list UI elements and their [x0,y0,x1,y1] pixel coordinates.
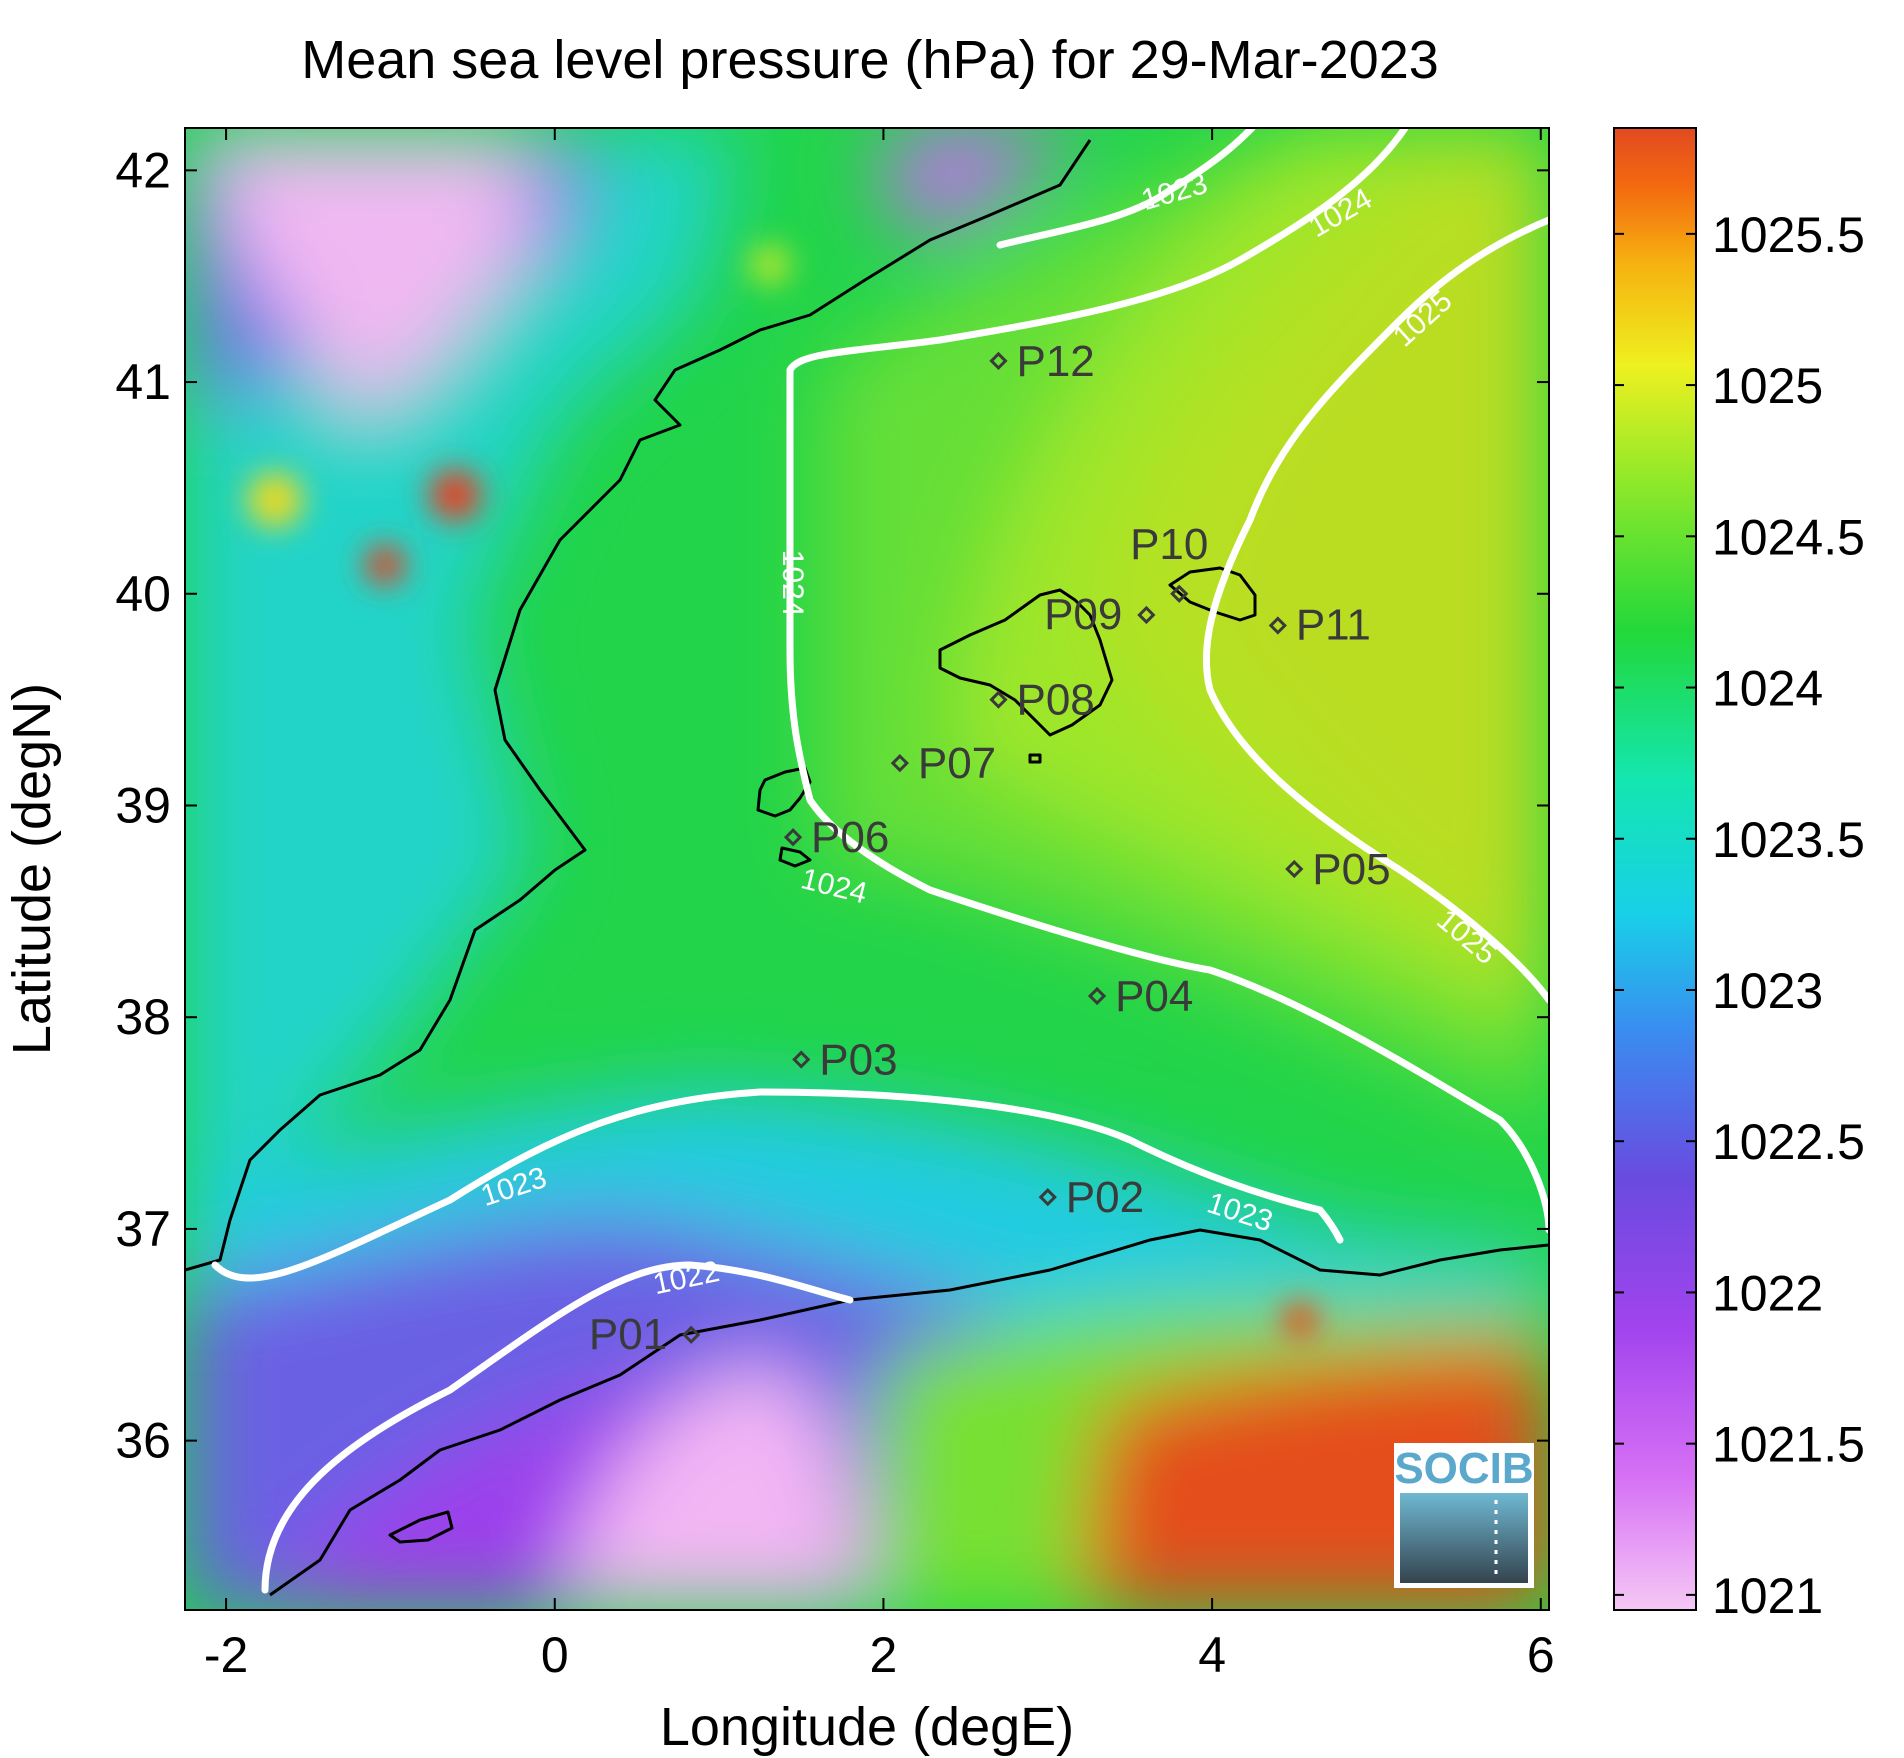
station-marker [989,351,1008,371]
coast-iberia [185,139,1092,1272]
plot-frame [184,127,1550,1611]
station-label: P05 [1312,845,1390,894]
y-axis-title: Latitude (degN) [2,683,62,1055]
station-marker [1268,616,1287,635]
colorbar-tick-label: 1024 [1712,661,1823,717]
station-marker [1285,859,1304,879]
field-spots [247,245,1318,1338]
station-label: P08 [1016,676,1094,725]
station-label: P12 [1016,337,1094,386]
station-marker [1137,605,1156,625]
socib-logo: SOCIB [1394,1443,1534,1588]
island-cabrera [1028,753,1042,764]
colorbar-tick-label: 1024.5 [1712,509,1865,565]
field-yellowgreen [820,128,1549,1120]
y-axis: 36 37 38 39 40 41 42 [115,142,1549,1469]
x-axis-title: Longitude (degE) [660,1697,1074,1757]
station-marker [890,754,909,773]
y-tick-label: 40 [115,566,171,622]
x-tick-label: -2 [204,1627,248,1683]
contour-1025 [1202,216,1549,1004]
x-axis: -2 0 2 4 6 [204,128,1555,1683]
x-tick-label: 6 [1527,1627,1555,1683]
field-spot-1 [429,469,481,521]
x-tick-label: 2 [870,1627,898,1683]
field-spot-2 [365,545,405,585]
pressure-field [185,128,1549,1610]
colorbar-ticks: 1021 1021.5 1022 1022.5 1023 1023.5 1024 1024.5… [1614,207,1865,1624]
station-marker [1087,986,1107,1006]
colorbar: 1021 1021.5 1022 1022.5 1023 1023.5 1024 1024.5… [1613,127,1865,1624]
contour-1022 [261,1261,854,1594]
y-tick-label: 39 [115,777,171,833]
contour-lines [211,128,1549,1594]
station-label: P07 [918,739,996,788]
station-label: P10 [1130,520,1208,569]
y-tick-label: 36 [115,1413,171,1469]
station-label: P04 [1115,972,1193,1021]
chart-title: Mean sea level pressure (hPa) for 29-Mar… [301,30,1439,90]
colorbar-tick-label: 1022 [1712,1265,1823,1321]
y-tick-label: 37 [115,1201,171,1257]
field-spot-4 [750,245,790,285]
station-label: P06 [811,813,889,862]
island-mallorca [938,588,1114,737]
field-north-magenta [880,128,1080,240]
station-label: P09 [1044,590,1122,639]
colorbar-tick-label: 1025.5 [1712,207,1865,263]
station-marker [1038,1188,1057,1207]
contour-1023-south [211,1088,1344,1282]
x-tick-label: 4 [1198,1627,1226,1683]
field-iberia-pink [200,140,540,420]
colorbar-tick-label: 1022.5 [1712,1114,1865,1170]
island-menorca [1168,566,1257,622]
station-marker [989,690,1008,709]
field-south-pink [560,1360,860,1610]
station-label: P01 [589,1310,667,1359]
x-tick-label: 0 [541,1627,569,1683]
field-iberia-cyan [185,128,740,1250]
island-alboran [388,1510,454,1544]
station-marker [783,828,803,847]
colorbar-tick-label: 1023.5 [1712,812,1865,868]
station-marker [1170,584,1189,603]
station-label: P11 [1296,601,1371,650]
socib-logo-text: SOCIB [1394,1444,1533,1493]
colorbar-gradient [1613,127,1697,1611]
station-marker [792,1050,811,1069]
y-tick-label: 42 [115,142,171,198]
contour-1024 [786,128,1549,1234]
contour-1023-north [996,128,1256,249]
station-marker [682,1325,701,1344]
contour-label: 1024 [776,550,809,617]
field-spot-5 [1282,1302,1318,1338]
colorbar-tick-label: 1021 [1712,1568,1823,1624]
colorbar-tick-label: 1023 [1712,963,1823,1019]
colorbar-tick-label: 1021.5 [1712,1417,1865,1473]
island-formentera [778,846,812,868]
y-tick-label: 41 [115,354,171,410]
station-label: P03 [819,1036,897,1085]
y-tick-label: 38 [115,989,171,1045]
socib-logo-gradient [1400,1493,1528,1583]
field-spot-3 [247,472,303,528]
station-label: P02 [1066,1173,1144,1222]
colorbar-tick-label: 1025 [1712,358,1823,414]
